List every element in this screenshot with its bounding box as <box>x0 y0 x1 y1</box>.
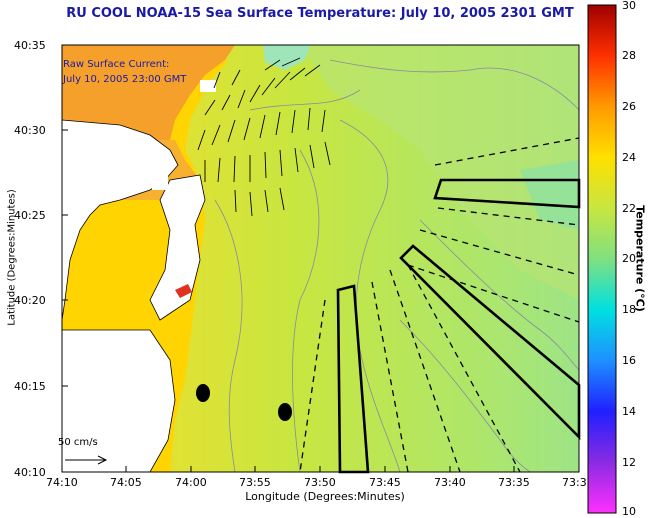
colorbar-tick: 12 <box>622 456 636 469</box>
bathymetry-contours <box>214 59 580 473</box>
colorbar-tick: 16 <box>622 354 636 367</box>
x-tick-label: 74:05 <box>110 476 142 489</box>
x-tick-label: 73:35 <box>498 476 530 489</box>
colorbar-tick: 22 <box>622 202 636 215</box>
legend-line-1: Raw Surface Current: <box>63 59 170 70</box>
x-tick-label: 73:45 <box>369 476 401 489</box>
axis-tick-marks <box>61 44 515 472</box>
land-mass <box>61 119 179 321</box>
buoy-marker <box>278 403 292 421</box>
x-axis-title: Longitude (Degrees:Minutes) <box>245 490 405 503</box>
y-axis-title: Latitude (Degrees:Minutes) <box>6 189 18 326</box>
y-tick-label: 40:20 <box>14 294 46 307</box>
y-tick-label: 40:35 <box>14 39 46 52</box>
colorbar-tick: 30 <box>622 0 636 12</box>
hot-spot <box>175 284 192 298</box>
colorbar-tick: 20 <box>622 252 636 265</box>
map-title: RU COOL NOAA-15 Sea Surface Temperature:… <box>66 6 574 21</box>
colorbar-tick: 28 <box>622 49 636 62</box>
colorbar-tick: 26 <box>622 100 636 113</box>
transect-lines <box>299 137 580 473</box>
cloud-mask-2 <box>200 80 216 92</box>
y-tick-label: 40:25 <box>14 209 46 222</box>
cool-patch <box>520 160 579 230</box>
cloud-mask <box>152 162 168 190</box>
colorbar <box>587 4 617 514</box>
x-tick-label: 73:50 <box>304 476 336 489</box>
sandy-hook-land <box>149 174 206 321</box>
x-tick-label: 73:55 <box>239 476 271 489</box>
y-tick-label: 40:10 <box>14 466 46 479</box>
scale-arrow <box>65 455 108 465</box>
colorbar-gradient <box>587 4 617 514</box>
x-tick-label: 73:3 <box>562 476 587 489</box>
current-vectors <box>197 57 331 217</box>
nearshore-warm-water <box>62 45 235 140</box>
y-tick-label: 40:15 <box>14 380 46 393</box>
colorbar-tick: 14 <box>622 405 636 418</box>
scale-label: 50 cm/s <box>58 437 98 448</box>
plot-area <box>61 44 581 474</box>
colorbar-tick: 18 <box>622 303 636 316</box>
shelf-water <box>300 45 579 300</box>
current-legend: Raw Surface Current: July 10, 2005 23:00… <box>63 57 186 87</box>
y-tick-label: 40:30 <box>14 124 46 137</box>
colorbar-tick: 24 <box>622 151 636 164</box>
x-tick-label: 74:00 <box>175 476 207 489</box>
x-tick-label: 74:10 <box>46 476 78 489</box>
land-mass-south <box>61 329 176 473</box>
colorbar-tick: 10 <box>622 505 636 518</box>
buoy-marker <box>196 384 210 402</box>
x-tick-label: 73:40 <box>434 476 466 489</box>
legend-line-2: July 10, 2005 23:00 GMT <box>63 74 187 85</box>
